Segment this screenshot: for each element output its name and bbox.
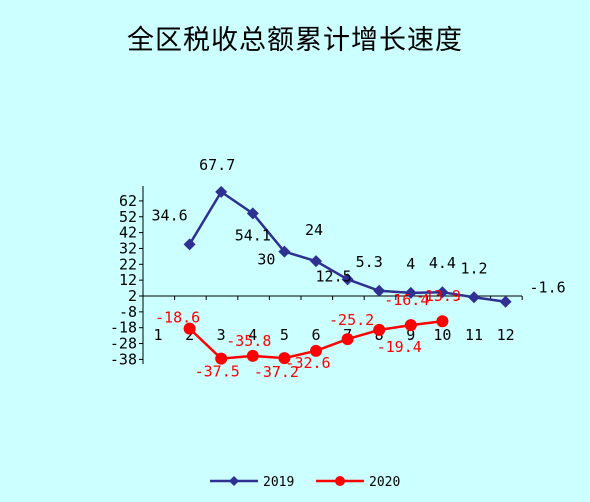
y-tick-label: -38	[110, 350, 137, 368]
data-label-2020: -37.5	[195, 363, 240, 381]
data-label-2019: 4	[406, 255, 415, 273]
x-tick-label: 11	[465, 326, 483, 344]
data-point-2019	[373, 284, 386, 297]
legend-label-2019: 2019	[263, 475, 294, 490]
x-tick-label: 6	[311, 326, 320, 344]
x-tick-label: 9	[406, 326, 415, 344]
y-tick-label: 12	[119, 271, 137, 289]
legend: 2019 2020	[210, 475, 400, 490]
x-tick-label: 5	[280, 326, 289, 344]
data-point-2019	[436, 286, 449, 299]
data-label-2019: 67.7	[199, 156, 235, 174]
data-label-2020: -18.6	[155, 309, 200, 327]
y-tick-label: 2	[128, 287, 137, 305]
data-point-2020	[436, 315, 449, 328]
data-label-2019: 12.5	[316, 267, 352, 285]
data-label-2019: 4.4	[429, 254, 456, 272]
data-label-2019: -1.6	[530, 279, 566, 297]
x-tick-label: 4	[248, 326, 257, 344]
chart-title: 全区税收总额累计增长速度	[127, 25, 463, 56]
x-tick-label: 2	[185, 326, 194, 344]
data-point-2019	[499, 295, 512, 308]
data-label-2020: -35.8	[226, 332, 271, 350]
legend-marker-2020	[335, 476, 345, 486]
data-label-2019: 54.1	[235, 226, 271, 244]
y-tick-label: 62	[119, 192, 137, 210]
x-tick-label: 10	[433, 326, 451, 344]
y-tick-label: 32	[119, 239, 137, 257]
data-label-2019: 34.6	[152, 206, 188, 224]
data-point-2019	[341, 273, 354, 286]
data-label-2019: 30	[257, 251, 275, 269]
data-point-2020	[215, 352, 228, 365]
x-tick-label: 12	[497, 326, 515, 344]
data-point-2019	[310, 255, 322, 268]
x-tick-label: 3	[217, 326, 226, 344]
x-tick-label: 1	[153, 326, 162, 344]
legend-label-2020: 2020	[369, 475, 400, 490]
data-label-2019: 24	[305, 221, 323, 239]
y-tick-label: 52	[119, 208, 137, 226]
data-point-2020	[373, 323, 386, 336]
y-tick-label: 42	[119, 224, 137, 242]
series-group	[183, 185, 512, 365]
y-tick-label: 22	[119, 255, 137, 273]
data-label-2020: -13.9	[416, 287, 461, 305]
data-point-2019	[404, 286, 417, 299]
data-point-2020	[310, 344, 322, 357]
data-label-2020: -16.4	[384, 291, 429, 309]
y-tick-label: -8	[119, 303, 137, 321]
data-point-2019	[278, 245, 291, 258]
data-point-2020	[246, 349, 259, 362]
data-point-2020	[341, 333, 354, 346]
data-point-2019	[183, 238, 196, 251]
data-label-2019: 5.3	[356, 253, 383, 271]
data-point-2019	[468, 291, 480, 304]
data-point-2020	[278, 352, 291, 365]
data-label-2019: 1.2	[460, 259, 487, 277]
data-point-2019	[246, 207, 259, 220]
data-label-2020: -37.2	[254, 363, 299, 381]
y-tick-label: -18	[110, 319, 137, 337]
data-point-2020	[404, 319, 417, 332]
data-label-2020: -19.4	[377, 338, 422, 356]
legend-marker-2019	[229, 476, 239, 486]
data-label-2020: -25.2	[329, 311, 374, 329]
y-tick-label: -28	[110, 335, 137, 353]
data-label-2020: -32.6	[285, 354, 330, 372]
data-point-2019	[215, 185, 228, 198]
data-point-2020	[183, 322, 196, 335]
